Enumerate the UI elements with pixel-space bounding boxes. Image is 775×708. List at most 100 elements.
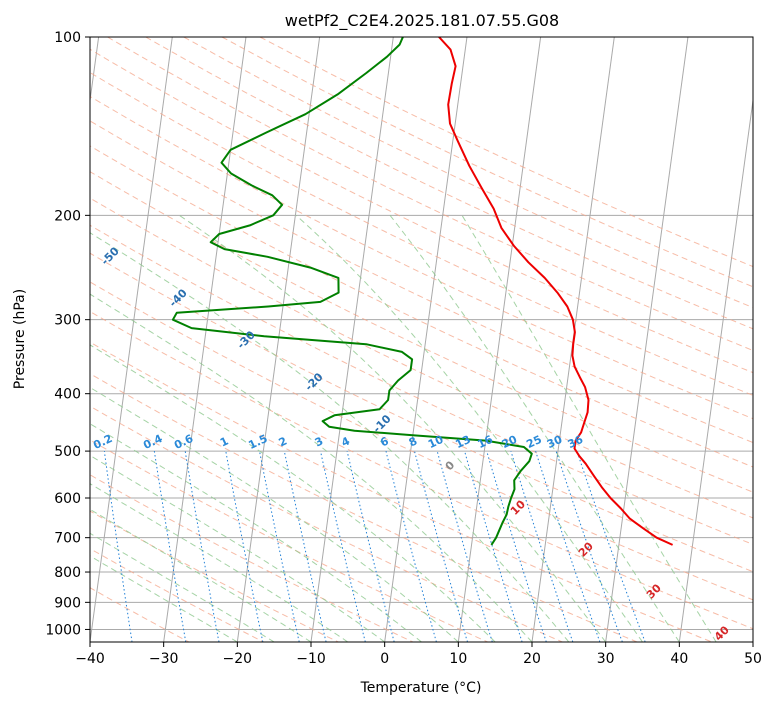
dry-adiabat-line [90, 510, 339, 642]
dry-adiabat-line [90, 405, 563, 642]
mixing-ratio-line [320, 450, 366, 642]
moist-adiabat-line [90, 293, 533, 642]
moist-adiabat-label: 0 [443, 458, 458, 473]
plot-frame [89, 36, 754, 643]
moist-adiabat-line [295, 214, 643, 642]
moist-adiabat-line [90, 232, 570, 642]
dry-adiabat-line [90, 310, 753, 630]
y-tick-label: 800 [54, 565, 81, 581]
mixing-ratio-line [486, 450, 547, 642]
mixing-ratio-label: 30 [545, 433, 565, 451]
x-tick-label: −30 [149, 651, 179, 667]
dry-adiabat-line [90, 281, 753, 601]
y-tick-label: 500 [54, 444, 81, 460]
dry-adiabat-line [90, 120, 753, 444]
isotherm-line [90, 37, 100, 105]
dry-adiabat-line [90, 252, 753, 573]
mixing-ratio-line [555, 450, 623, 642]
mixing-ratio-label: 13 [453, 433, 472, 451]
isotherm-line [90, 37, 173, 642]
mixing-ratio-line [283, 450, 327, 642]
chart-title: wetPf2_C2E4.2025.181.07.55.G08 [285, 11, 559, 31]
x-tick-label: −10 [296, 651, 326, 667]
dry-adiabat-line [221, 37, 753, 288]
mixing-ratio-line [103, 451, 133, 642]
mixing-ratio-label: 16 [476, 433, 496, 451]
mixing-ratio-line [346, 450, 395, 642]
y-tick-label: 600 [54, 491, 81, 507]
grid-layer [90, 37, 753, 642]
moist-adiabat-label: 40 [712, 623, 732, 643]
dry-adiabat-line [90, 474, 414, 642]
dry-adiabat-line [259, 37, 753, 268]
moist-adiabat-label: -20 [302, 370, 325, 393]
x-tick-label: 50 [744, 651, 762, 667]
dry-adiabat-line [90, 95, 753, 420]
mixing-ratio-line [414, 450, 468, 642]
mixing-ratio-label: 36 [566, 433, 586, 451]
mixing-ratio-line [184, 451, 220, 642]
mixing-ratio-label: 10 [426, 433, 446, 451]
y-tick-label: 900 [54, 595, 81, 611]
x-tick-label: −40 [75, 651, 105, 667]
y-tick-label: 300 [54, 313, 81, 329]
moist-adiabat-line [90, 532, 275, 642]
annotation-layer: 0.10.20.40.611.52346810131620253036-100-… [31, 202, 732, 643]
mixing-ratio-line [576, 450, 646, 642]
moist-adiabat-line [90, 344, 496, 642]
mixing-ratio-label: 6 [378, 434, 391, 449]
dry-adiabat-line [90, 439, 488, 642]
x-tick-label: 0 [380, 651, 389, 667]
y-axis: 100 200 300 400 500 600 700 800 900 1000 [45, 30, 90, 638]
mixing-ratio-label: 0.2 [91, 432, 114, 452]
dry-adiabat-line [90, 341, 712, 642]
data-layer [171, 37, 674, 546]
moist-adiabat-label: -60 [31, 202, 54, 225]
moist-adiabat-line [461, 215, 717, 642]
mixing-ratio-label: 4 [339, 434, 352, 449]
mixing-ratio-line [153, 451, 187, 642]
moist-adiabat-line [389, 214, 680, 642]
dry-adiabat-line [90, 373, 638, 642]
dewpoint-line [171, 37, 533, 546]
dry-adiabat-line [90, 171, 753, 493]
moist-adiabat-line [90, 454, 385, 642]
y-tick-label: 700 [54, 531, 81, 547]
mixing-ratio-line [510, 450, 574, 642]
isotherm-line [678, 96, 753, 642]
mixing-ratio-line [436, 450, 493, 642]
mixing-ratio-label: 25 [524, 433, 543, 451]
dry-adiabat-line [90, 197, 753, 519]
x-axis: −40 −30 −20 −10 0 10 20 30 40 50 [75, 642, 762, 667]
moist-adiabat-line [90, 555, 238, 642]
isotherm-line [605, 37, 689, 642]
moist-adiabat-line [179, 214, 607, 642]
mixing-ratio-label: 20 [500, 433, 520, 451]
moist-adiabat-line [90, 508, 312, 642]
mixing-ratio-line [535, 450, 601, 642]
isotherm-line [457, 37, 542, 642]
dry-adiabat-line [90, 145, 753, 468]
x-tick-label: 40 [670, 651, 688, 667]
dry-adiabat-line [145, 37, 753, 330]
moist-adiabat-line [90, 423, 422, 642]
x-axis-label: Temperature (°C) [360, 680, 482, 696]
mixing-ratio-label: 2 [277, 434, 289, 449]
moist-adiabat-label: -40 [167, 286, 190, 309]
x-tick-label: 10 [449, 651, 467, 667]
isotherm-line [236, 37, 321, 642]
mixing-ratio-label: 1.5 [246, 432, 269, 452]
y-tick-label: 200 [54, 208, 81, 224]
dry-adiabat-line [90, 224, 753, 545]
mixing-ratio-line [225, 451, 264, 642]
isotherm-line [752, 638, 753, 642]
mixing-ratio-label: 3 [313, 434, 325, 449]
mixing-ratio-line [385, 450, 437, 642]
mixing-ratio-label: 1 [218, 434, 230, 449]
dry-adiabat-line [90, 587, 190, 642]
x-tick-label: 20 [523, 651, 541, 667]
mixing-ratio-line [259, 451, 300, 642]
y-axis-label: Pressure (hPa) [12, 289, 28, 389]
moist-adiabat-line [90, 483, 349, 642]
